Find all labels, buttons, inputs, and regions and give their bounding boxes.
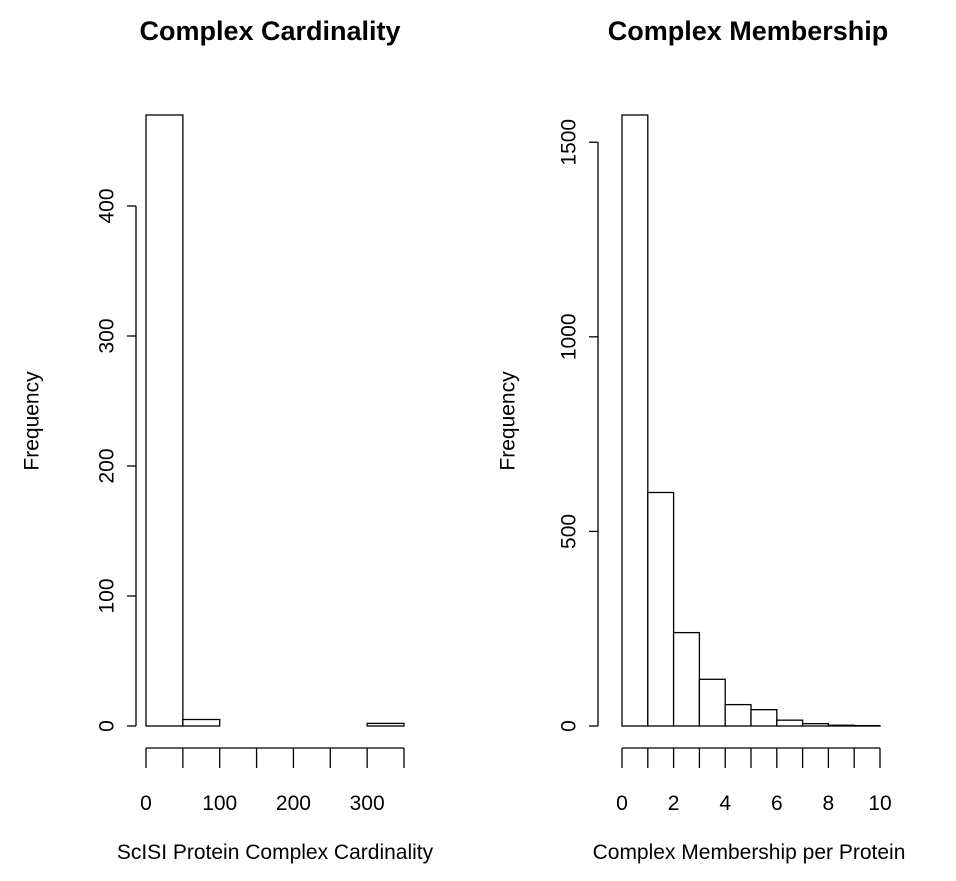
chart-panel-1: Complex Cardinality 0 100 200 300 400 0 100 200 3…: [21, 16, 434, 864]
histogram-bar: [724, 703, 752, 727]
histogram-bar: [827, 724, 855, 727]
x-tick-label: 100: [202, 792, 237, 815]
histogram-bar: [145, 114, 184, 727]
x-tick-label: 4: [719, 792, 731, 815]
y-tick-label: 1500: [558, 119, 581, 166]
x-axis-label: Complex Membership per Protein: [593, 841, 906, 864]
chart-panel-2: Complex Membership 0 500 1000 1500 0 2 4 6 8 10 Fre…: [497, 16, 906, 864]
x-tick-label: 2: [668, 792, 680, 815]
histogram-bar: [647, 491, 675, 727]
x-tick-label: 0: [616, 792, 628, 815]
y-axis-label: Frequency: [497, 371, 520, 471]
chart-title: Complex Cardinality: [139, 16, 400, 46]
histogram-bar: [750, 709, 778, 727]
histogram-bar: [366, 722, 405, 727]
histogram-bar: [776, 719, 804, 727]
x-tick-label: 0: [140, 792, 152, 815]
x-tick-label: 6: [771, 792, 783, 815]
x-tick-label: 200: [276, 792, 311, 815]
y-tick-label: 300: [96, 318, 119, 353]
y-tick-label: 1000: [558, 313, 581, 360]
histogram-bar: [621, 114, 649, 727]
x-tick-label: 10: [868, 792, 891, 815]
histogram-bar: [672, 631, 701, 727]
chart-title: Complex Membership: [608, 16, 889, 46]
y-axis-label: Frequency: [21, 371, 44, 471]
y-tick-label: 500: [558, 514, 581, 549]
x-tick-label: 300: [350, 792, 385, 815]
y-tick-label: 100: [96, 578, 119, 613]
y-tick-label: 400: [96, 188, 119, 223]
x-axis-label: ScISI Protein Complex Cardinality: [117, 841, 434, 864]
histogram-bar: [182, 718, 221, 727]
histogram-bar: [698, 678, 726, 727]
y-tick-label: 0: [558, 720, 581, 732]
y-tick-label: 200: [96, 448, 119, 483]
y-tick-label: 0: [96, 720, 119, 732]
x-tick-label: 8: [823, 792, 835, 815]
histogram-bar: [801, 723, 830, 727]
